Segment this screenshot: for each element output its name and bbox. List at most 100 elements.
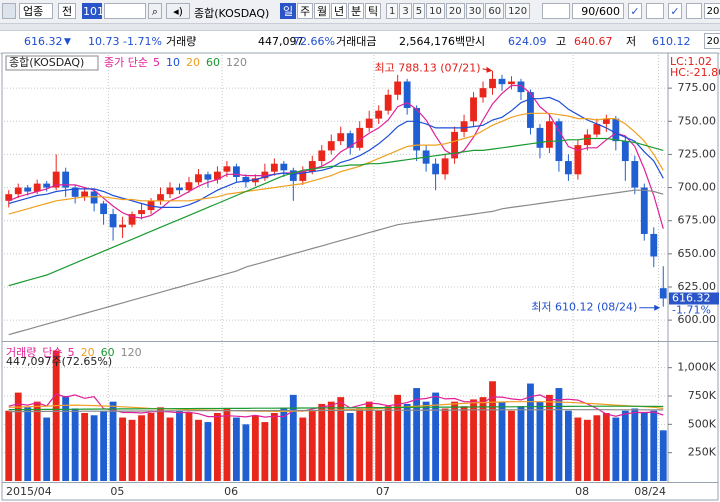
candle-body xyxy=(612,118,620,142)
candle-body xyxy=(527,92,534,128)
candle-body xyxy=(602,118,610,124)
audio-button[interactable]: ◂) xyxy=(166,3,190,19)
period-tab[interactable]: 일 xyxy=(280,3,296,19)
volume-bar xyxy=(299,417,307,481)
volume-bar xyxy=(176,410,183,481)
market-select[interactable]: 업종 xyxy=(19,3,53,19)
interval-tab[interactable]: 1 xyxy=(386,3,399,19)
candle-body xyxy=(375,110,383,119)
volume-bar xyxy=(166,417,174,481)
y-tick-label: 725.00 xyxy=(678,147,717,160)
volume-bar xyxy=(138,415,145,481)
count-display: 90/600 xyxy=(572,3,624,19)
interval-tab[interactable]: 3 xyxy=(399,3,412,19)
candle-body xyxy=(223,166,231,172)
interval-tab[interactable]: 20 xyxy=(445,3,465,19)
volume-bar xyxy=(33,401,41,481)
ma-line xyxy=(8,137,664,287)
candle-body xyxy=(195,174,202,183)
candle-body xyxy=(166,187,174,195)
volume-bar xyxy=(451,401,458,481)
volume-bar xyxy=(308,410,316,481)
y-tick-label: 775.00 xyxy=(678,81,717,94)
x-tick-label: 08/24 xyxy=(634,485,666,498)
low-label: 저 xyxy=(626,35,637,48)
change-arrow: ▼ xyxy=(64,37,71,47)
volume-bar xyxy=(195,419,202,481)
candle-body xyxy=(52,171,60,188)
candle-body xyxy=(640,187,648,234)
checkbox[interactable]: ✓ xyxy=(628,3,642,19)
volume-bar xyxy=(659,430,667,481)
volume-bar xyxy=(460,406,468,481)
volume-bar xyxy=(147,413,155,481)
interval-tab[interactable]: 60 xyxy=(485,3,505,19)
interval-tab[interactable]: 5 xyxy=(412,3,426,19)
volume-bar xyxy=(327,401,335,481)
legend-entry: 20 xyxy=(186,56,200,69)
toolbar-button[interactable] xyxy=(686,3,702,19)
interval-tab[interactable]: 120 xyxy=(505,3,531,19)
legend-entry: 5 xyxy=(68,346,75,359)
volume-bar xyxy=(81,413,89,481)
change: 10.73 xyxy=(88,35,120,48)
menu-icon[interactable] xyxy=(2,3,16,19)
volume-bar xyxy=(602,413,610,481)
candle-body xyxy=(631,161,639,188)
candle-body xyxy=(14,187,22,195)
period-tab[interactable]: 년 xyxy=(331,3,347,19)
volume-bar xyxy=(356,408,364,481)
count-field[interactable] xyxy=(542,3,570,19)
interval-tab[interactable]: 10 xyxy=(426,3,445,19)
volume-bar xyxy=(232,417,240,481)
volume-bar xyxy=(24,407,32,481)
period-tab[interactable]: 분 xyxy=(348,3,364,19)
candle-body xyxy=(498,78,506,85)
code-input[interactable]: 101 xyxy=(82,3,104,19)
candle-body xyxy=(356,127,364,148)
corner-button[interactable]: 20 xyxy=(704,33,720,49)
legend-entry: 60 xyxy=(206,56,220,69)
volume-bar xyxy=(119,417,126,481)
volume-bar xyxy=(5,410,13,481)
volume-bar xyxy=(365,401,373,481)
volume-bar xyxy=(157,407,164,481)
volume-bar xyxy=(621,410,629,481)
period-tab[interactable]: 월 xyxy=(314,3,330,19)
volume-bar xyxy=(251,415,259,481)
candle-body xyxy=(90,191,98,204)
last-price-box xyxy=(669,292,719,305)
candle-body xyxy=(583,134,591,146)
corner-button[interactable]: 20 xyxy=(704,3,720,19)
x-tick-label: 2015/04 xyxy=(6,485,52,498)
code-field[interactable] xyxy=(104,3,146,19)
x-tick-label: 08 xyxy=(575,485,589,498)
volume-bar xyxy=(100,410,108,481)
candle-body xyxy=(441,158,449,175)
ma-line xyxy=(8,112,664,215)
period-tab[interactable]: 틱 xyxy=(365,3,381,19)
candle-body xyxy=(261,171,269,179)
y-tick-label: 600.00 xyxy=(678,313,717,326)
hc-label: HC:-21.80 xyxy=(670,66,720,79)
volume-bar xyxy=(289,394,297,481)
last-price: 616.32 xyxy=(672,291,711,304)
volume-bar xyxy=(413,388,421,481)
toolbar-button[interactable] xyxy=(646,3,664,19)
checkbox[interactable]: ✓ xyxy=(668,3,682,19)
candle-body xyxy=(299,171,307,181)
candle-body xyxy=(337,133,345,142)
scope-button[interactable]: 전 xyxy=(58,3,76,19)
volume-bar xyxy=(517,406,525,481)
candle-body xyxy=(460,121,468,132)
candle-body xyxy=(100,203,108,215)
legend-label: 단순 xyxy=(42,346,62,359)
search-button[interactable]: ⌕ xyxy=(148,3,162,19)
candle-body xyxy=(479,88,487,98)
period-tab[interactable]: 주 xyxy=(297,3,313,19)
candle-body xyxy=(71,187,79,197)
ma-line xyxy=(8,409,664,413)
interval-tab[interactable]: 30 xyxy=(465,3,485,19)
